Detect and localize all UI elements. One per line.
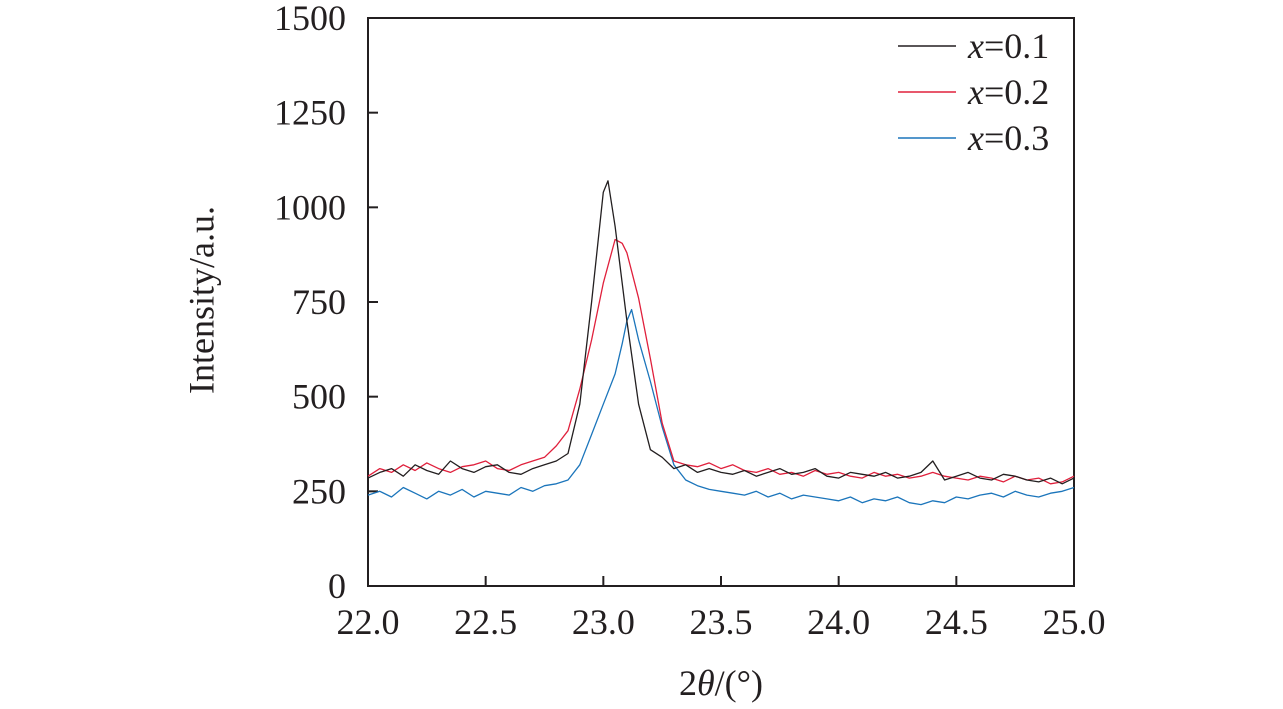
y-tick-label: 1000: [274, 187, 346, 227]
x-tick-label: 22.0: [337, 602, 400, 642]
y-tick-label: 750: [292, 282, 346, 322]
legend-label-1-rest: =0.2: [984, 72, 1049, 112]
x-tick-label: 24.5: [925, 602, 988, 642]
y-axis-ticks: 0 250 500 750 1000 1250 1500: [274, 0, 378, 606]
series-line-x=0.2: [367, 238, 1075, 485]
y-tick-label: 250: [292, 471, 346, 511]
x-axis-label-prefix: 2: [679, 663, 697, 703]
x-tick-label: 22.5: [454, 602, 517, 642]
legend-label-0-rest: =0.1: [984, 26, 1049, 66]
y-tick-label: 0: [328, 566, 346, 606]
x-tick-label: 23.0: [572, 602, 635, 642]
y-tick-label: 1500: [274, 0, 346, 38]
x-axis-label-suffix: /(°): [715, 663, 763, 703]
legend-label-2: x=0.3: [967, 118, 1049, 158]
legend-label-1: x=0.2: [967, 72, 1049, 112]
x-axis-label: 2θ/(°): [679, 663, 763, 703]
y-tick-label: 500: [292, 377, 346, 417]
x-axis-ticks: 22.0 22.5 23.0 23.5 24.0 24.5 25.0: [337, 576, 1106, 642]
series-line-x=0.3: [367, 308, 1075, 506]
legend-label-0-var: x: [967, 26, 984, 66]
series-line-x=0.1: [367, 180, 1075, 485]
y-axis-label: Intensity/a.u.: [181, 206, 221, 394]
x-tick-label: 23.5: [690, 602, 753, 642]
legend-label-2-var: x: [967, 118, 984, 158]
legend-label-0: x=0.1: [967, 26, 1049, 66]
series-layer: [367, 180, 1075, 506]
x-tick-label: 25.0: [1043, 602, 1106, 642]
y-tick-label: 1250: [274, 93, 346, 133]
legend: x=0.1 x=0.2 x=0.3: [898, 26, 1049, 158]
x-axis-label-symbol: θ: [697, 663, 715, 703]
x-tick-label: 24.0: [807, 602, 870, 642]
legend-label-2-rest: =0.3: [984, 118, 1049, 158]
legend-label-1-var: x: [967, 72, 984, 112]
